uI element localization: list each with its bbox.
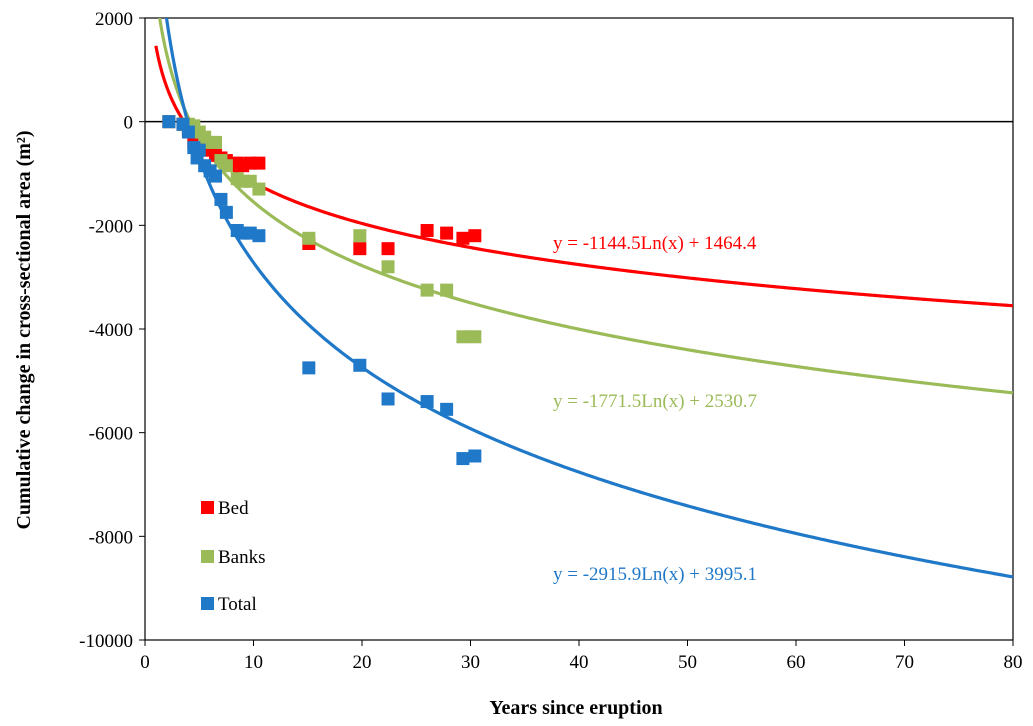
legend-label-total: Total — [218, 594, 257, 615]
y-tick-label: -2000 — [89, 216, 133, 237]
x-axis-title: Years since eruption — [489, 697, 662, 719]
x-tick-label: 40 — [570, 652, 589, 673]
point-total — [381, 392, 395, 406]
equation-banks: y = -1771.5Ln(x) + 2530.7 — [553, 391, 757, 412]
point-total — [456, 452, 470, 466]
y-axis-title: Cumulative change in cross-sectional are… — [13, 130, 35, 529]
trendline-bed — [154, 45, 1013, 308]
x-tick-label: 70 — [895, 652, 914, 673]
equation-bed: y = -1144.5Ln(x) + 1464.4 — [553, 233, 757, 254]
point-bed — [468, 229, 482, 243]
x-tick-label: 0 — [140, 652, 150, 673]
legend-marker-banks — [201, 550, 214, 563]
y-tick-label: -8000 — [89, 527, 133, 548]
x-tick-label: 20 — [353, 652, 372, 673]
y-tick-label: 2000 — [95, 9, 133, 30]
y-tick-label: 0 — [124, 113, 134, 134]
point-banks — [440, 283, 454, 297]
point-bed — [252, 156, 266, 170]
x-tick-label: 10 — [244, 652, 263, 673]
point-total — [181, 125, 195, 139]
point-total — [162, 115, 176, 129]
point-banks — [252, 182, 266, 196]
point-banks — [420, 283, 434, 297]
point-banks — [456, 330, 470, 344]
point-banks — [468, 330, 482, 344]
point-bed — [440, 226, 454, 240]
point-banks — [353, 229, 367, 243]
legend: Bed Banks Total — [201, 498, 266, 615]
trendline-banks — [158, 18, 1013, 395]
point-total — [209, 169, 223, 183]
point-total — [353, 358, 367, 372]
point-banks — [302, 231, 316, 245]
point-total — [252, 229, 266, 243]
x-tick-label: 60 — [787, 652, 806, 673]
x-tick-label: 30 — [461, 652, 480, 673]
trendline-total — [164, 18, 1013, 579]
legend-label-banks: Banks — [218, 547, 266, 568]
axes: 0 10 20 30 40 50 60 70 80 2000 0 -2000 -4000 -6000 -80… — [79, 9, 1022, 673]
x-tick-label: 80 — [1004, 652, 1023, 673]
point-bed — [381, 242, 395, 256]
point-total — [302, 361, 316, 375]
y-tick-label: -4000 — [89, 320, 133, 341]
y-tick-label: -10000 — [79, 631, 133, 652]
point-total — [192, 143, 206, 157]
point-banks — [219, 159, 233, 173]
point-total — [214, 192, 228, 206]
point-total — [468, 449, 482, 463]
point-bed — [353, 242, 367, 256]
point-total — [219, 205, 233, 219]
point-banks — [381, 260, 395, 274]
x-tick-label: 50 — [678, 652, 697, 673]
legend-label-bed: Bed — [218, 498, 249, 519]
trendlines — [154, 18, 1013, 579]
trendline-equations: y = -1144.5Ln(x) + 1464.4 y = -1771.5Ln(x… — [553, 233, 757, 585]
point-bed — [456, 231, 470, 245]
y-tick-label: -6000 — [89, 424, 133, 445]
legend-marker-bed — [201, 501, 214, 514]
point-total — [420, 395, 434, 409]
legend-marker-total — [201, 597, 214, 610]
point-banks — [209, 135, 223, 149]
point-total — [440, 402, 454, 416]
point-bed — [420, 224, 434, 238]
data-points — [162, 115, 482, 466]
equation-total: y = -2915.9Ln(x) + 3995.1 — [553, 564, 757, 585]
